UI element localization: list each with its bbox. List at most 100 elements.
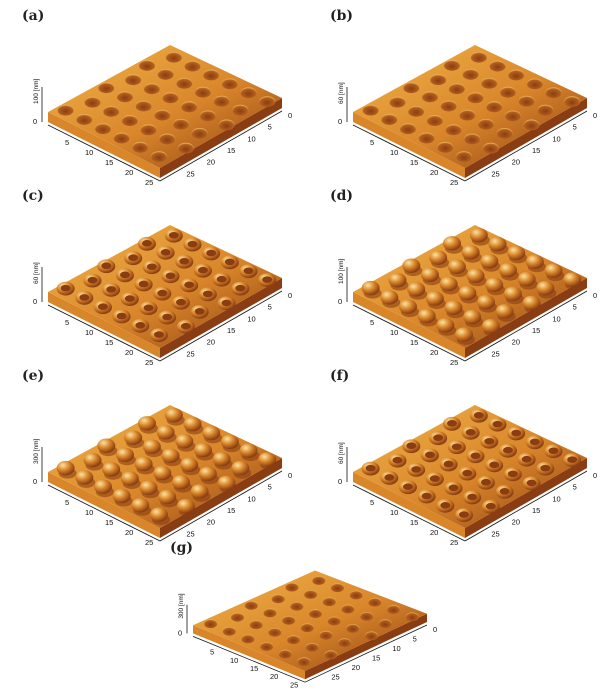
surface-pit: [443, 59, 461, 71]
y-tick-label: 15: [227, 506, 235, 515]
x-tick-label: 20: [430, 168, 438, 177]
surface-dome: [176, 498, 195, 514]
y-tick-label: 0: [288, 471, 292, 480]
x-tick-label: 25: [450, 358, 458, 367]
surface-front-right-wall: [465, 98, 587, 178]
surface-pit: [204, 619, 218, 629]
ring-hole: [98, 303, 108, 311]
x-tick-label: 10: [390, 148, 398, 157]
surface-pit: [405, 612, 419, 622]
surface-dome: [120, 471, 139, 486]
z-axis-label: 300 [nm]: [178, 593, 185, 618]
surface-dome: [239, 443, 258, 458]
ring-hole: [221, 299, 232, 307]
surface-pit: [518, 95, 535, 107]
ring-hole: [481, 478, 491, 486]
x-tick-label: 10: [85, 328, 93, 337]
ring-hole: [143, 304, 154, 312]
surface-front-right-wall: [465, 458, 587, 538]
surface-pit: [330, 583, 345, 593]
surface-pit: [312, 576, 326, 585]
ring-hole: [440, 502, 451, 509]
surface-pit: [213, 95, 230, 107]
surface-pit: [259, 96, 276, 108]
ring-hole: [507, 470, 518, 478]
surface-pit: [305, 642, 319, 652]
y-tick-label: 20: [512, 158, 520, 167]
surface-dome: [407, 282, 426, 297]
surface-pit: [496, 127, 513, 139]
surface-dome: [429, 250, 448, 265]
surface-pit: [177, 142, 194, 154]
z-axis-label: 60 [nm]: [338, 82, 345, 104]
ring-hole: [216, 275, 227, 283]
ring-hole: [87, 276, 98, 284]
surface-pit: [437, 141, 454, 153]
surface-front-right-wall: [160, 278, 282, 358]
surface-dome: [447, 259, 466, 274]
surface-pit: [346, 623, 360, 633]
y-tick-label: 10: [552, 134, 560, 143]
surface-dome: [139, 480, 158, 495]
y-tick-label: 15: [532, 326, 540, 335]
y-tick-label: 25: [186, 529, 194, 538]
surface-dome: [563, 272, 582, 287]
surface-pit: [445, 124, 462, 136]
surface-pit: [381, 114, 398, 125]
surface-pit: [240, 87, 257, 99]
ring-hole: [235, 284, 246, 292]
surface-plate: [48, 225, 282, 348]
surface-dome: [463, 309, 482, 325]
x-axis-line: [352, 304, 466, 362]
surface-pit: [304, 589, 318, 599]
surface-pit: [426, 115, 443, 126]
surface-dome: [83, 452, 102, 468]
ring-hole: [462, 469, 473, 477]
y-axis-line: [159, 110, 283, 182]
y-tick-label: 20: [207, 518, 215, 527]
y-tick-label: 10: [247, 134, 255, 143]
x-tick-label: 15: [105, 518, 113, 527]
ring-hole: [447, 420, 457, 427]
surface-dome: [507, 245, 526, 261]
x-tick-label: 10: [85, 508, 93, 517]
surface-pit: [172, 118, 190, 130]
ring-hole: [187, 240, 198, 248]
y-tick-label: 5: [573, 303, 577, 312]
ring-hole: [489, 461, 500, 469]
ring-hole: [365, 464, 376, 472]
surface-pit: [244, 600, 258, 610]
y-tick-label: 0: [593, 471, 597, 480]
x-tick-label: 10: [85, 148, 93, 157]
surface-pit: [459, 109, 476, 121]
ring-hole: [142, 240, 152, 247]
z-axis-label: 300 [nm]: [33, 439, 40, 464]
surface-pit: [125, 74, 142, 86]
z-axis-zero: 0: [338, 297, 342, 306]
ring-hole: [206, 249, 217, 257]
surface-pit: [477, 118, 495, 130]
surface-pit: [154, 109, 171, 121]
surface-front-right-wall: [465, 278, 587, 358]
surface-dome: [380, 290, 399, 305]
x-tick-label: 20: [430, 528, 438, 537]
ring-hole: [429, 475, 440, 482]
surface-dome: [466, 268, 485, 283]
surface-pit: [324, 650, 338, 660]
y-tick-label: 5: [268, 303, 272, 312]
surface-pit: [462, 68, 479, 80]
surface-pit: [57, 104, 74, 116]
surface-pit: [159, 133, 176, 145]
ring-hole: [470, 452, 481, 460]
ring-hole: [467, 493, 478, 501]
surface-dome: [525, 254, 544, 270]
y-tick-label: 5: [573, 483, 577, 492]
surface-dome: [180, 457, 199, 473]
surface-dome: [202, 425, 221, 441]
surface-pit: [150, 151, 168, 162]
